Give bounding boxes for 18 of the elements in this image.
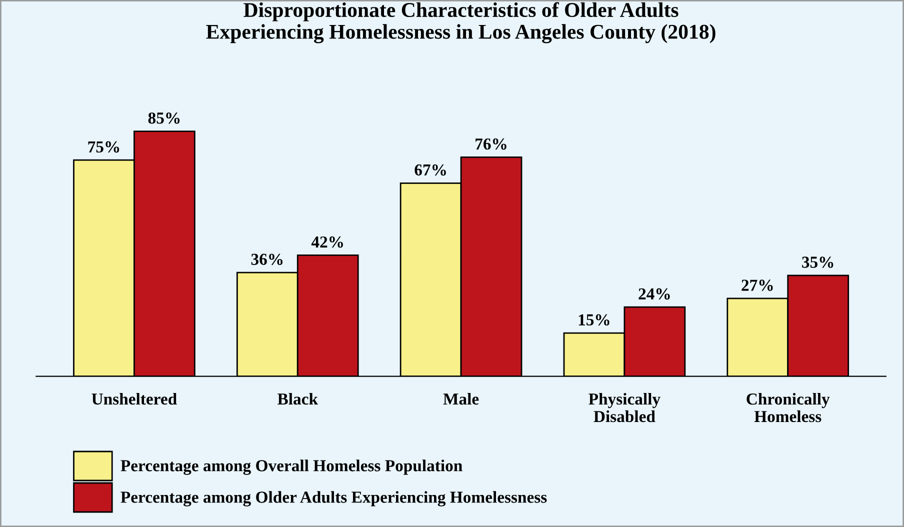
data-label: 42% bbox=[311, 236, 343, 248]
legend-label: Percentage among Older Adults Experiencing Homelessness bbox=[120, 491, 547, 506]
data-label: 76% bbox=[476, 138, 506, 150]
data-label: 85% bbox=[148, 112, 180, 124]
x-tick-label: Male bbox=[443, 392, 479, 405]
x-tick-label: Unsheltered bbox=[92, 392, 177, 405]
data-label: 67% bbox=[414, 164, 446, 176]
x-tick-label: Physically Disabled bbox=[588, 392, 660, 422]
x-tick-label: Black bbox=[278, 392, 318, 405]
legend-label: Percentage among Overall Homeless Population bbox=[120, 460, 462, 475]
data-label: 15% bbox=[578, 314, 610, 326]
data-label: 27% bbox=[742, 280, 773, 291]
data-label: 36% bbox=[251, 254, 282, 266]
data-label: 24% bbox=[638, 288, 670, 300]
chart-title: Disproportionate Characteristics of Older Adults Experiencing Homelessness in Los Angeles County (2018) bbox=[206, 2, 716, 44]
data-label: 35% bbox=[802, 256, 834, 268]
x-tick-label: Chronically Homeless bbox=[746, 392, 830, 422]
data-label: 75% bbox=[88, 141, 120, 153]
